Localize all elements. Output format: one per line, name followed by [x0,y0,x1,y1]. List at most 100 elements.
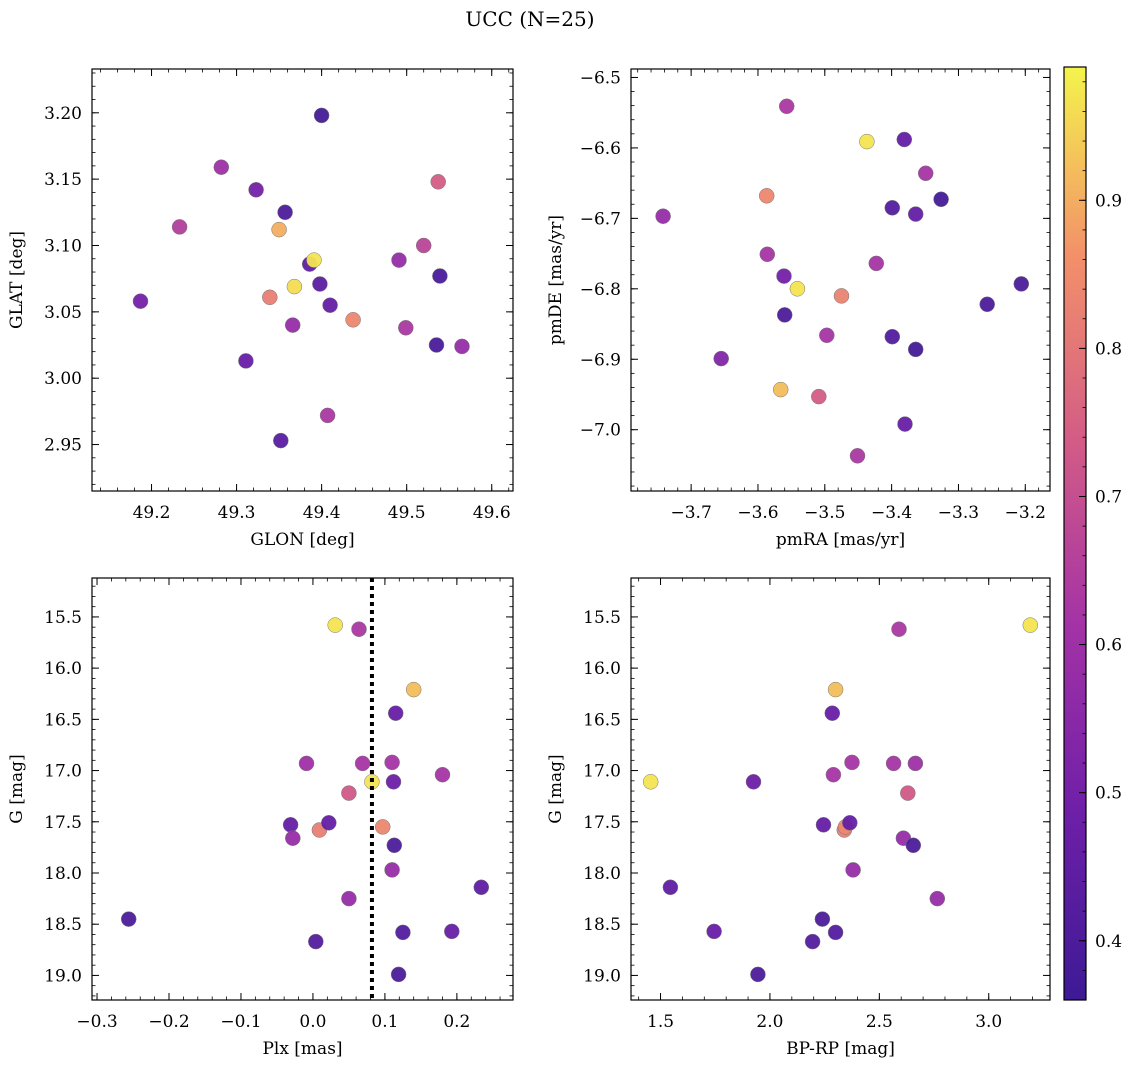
x-tick-label: −3.4 [871,503,912,523]
axes-frame [91,577,514,1001]
y-axis-label: G [mag] [546,754,566,823]
scatter-point [171,219,188,235]
scatter-point [386,837,403,854]
colorbar-tick-label: 0.5 [1095,784,1122,804]
scatter-point [897,416,913,432]
y-tick-label: −6.5 [580,68,621,88]
scatter-point [120,911,137,927]
y-tick-label: 18.5 [583,915,621,935]
scatter-point [745,774,762,790]
y-tick-label: 3.10 [44,236,82,256]
scatter-point [713,350,729,367]
colorbar-tick-label: 0.9 [1095,191,1122,211]
axes-frame [630,577,1051,1001]
x-axis-label: GLON [deg] [250,530,354,550]
scatter-point [789,281,806,297]
scatter-point [642,774,659,790]
scatter-point [308,933,324,950]
x-tick-label: 49.3 [218,503,256,523]
scatter-point [776,268,792,284]
scatter-point [319,407,336,424]
y-tick-label: 19.0 [583,966,621,986]
scatter-point [1022,617,1039,633]
y-axis-label: pmDE [mas/yr] [546,215,566,345]
y-tick-label: 2.95 [44,436,82,456]
y-axis-label: G [mag] [7,754,27,823]
scatter-point [758,188,775,204]
scatter-point [213,159,230,175]
scatter-point [312,276,328,292]
scatter-point [351,621,367,637]
scatter-point [434,766,451,783]
y-tick-label: 16.0 [583,659,621,679]
scatter-point [776,307,793,323]
y-tick-label: 3.15 [44,170,82,190]
scatter-point [398,320,414,336]
scatter-point [313,107,330,124]
scatter-point [804,933,821,950]
scatter-point [384,862,400,878]
y-tick-label: 17.0 [44,762,82,782]
scatter-point [842,815,858,831]
scatter-point [390,966,407,983]
scatter-point [248,182,264,198]
x-tick-label: −0.2 [148,1012,189,1032]
axes-frame [630,68,1051,492]
scatter-point [1013,276,1030,292]
colorbar: 0.4 0.5 0.6 0.7 0.8 0.9 [1063,66,1122,1001]
scatter-point [884,200,901,216]
scatter-panel-1: 49.2 49.3 49.4 49.5 49.6 2.95 3.00 3.05 3.10 3.15… [7,68,514,550]
y-tick-label: 16.0 [44,659,82,679]
x-tick-label: 0.1 [371,1012,398,1032]
scatter-panel-2: −3.7 −3.6 −3.5 −3.4 −3.3 −3.2 −7.0 −6.9 −6.8 −6.7… [546,68,1051,550]
scatter-point [907,755,924,772]
scatter-point [321,815,337,831]
scatter-point [655,208,671,224]
colorbar-tick-label: 0.8 [1095,339,1122,359]
scatter-point [884,328,901,345]
scatter-point [759,246,776,263]
y-tick-label: 3.00 [44,369,82,389]
scatter-point [384,754,400,771]
figure-title: UCC (N=25) [465,7,594,31]
y-tick-label: 15.5 [44,608,82,628]
y-tick-label: 18.0 [44,864,82,884]
scatter-point [868,255,885,272]
x-tick-label: −0.3 [76,1012,117,1032]
scatter-point [284,317,301,333]
scatter-point [298,755,315,772]
scatter-point [345,312,361,328]
scatter-point [277,204,293,221]
colorbar-tick-label: 0.7 [1095,487,1122,507]
y-tick-label: 18.5 [44,915,82,935]
x-tick-label: 49.6 [473,503,511,523]
scatter-point [322,297,338,313]
scatter-point [273,432,289,449]
x-tick-label: 49.5 [388,503,426,523]
scatter-point [929,890,946,907]
x-axis-label: BP-RP [mag] [786,1039,895,1059]
scatter-point [815,817,832,833]
scatter-point [341,785,357,801]
y-tick-label: 17.5 [583,813,621,833]
y-tick-label: −6.7 [580,209,621,229]
scatter-point [432,268,448,284]
scatter-point [444,923,460,940]
scatter-point [385,774,402,790]
y-tick-label: 16.5 [583,710,621,730]
x-tick-label: −0.1 [220,1012,261,1032]
y-tick-label: 17.5 [44,813,82,833]
scatter-point [827,924,844,941]
x-tick-label: −3.3 [938,503,979,523]
scatter-point [271,221,287,238]
scatter-point [286,278,303,295]
scatter-point [306,252,322,268]
scatter-point [849,448,866,464]
scatter-point [132,293,149,309]
scatter-point [750,966,766,983]
scatter-point [905,837,922,854]
scatter-point [430,174,446,190]
scatter-point [845,862,861,878]
scatter-point [354,755,371,772]
